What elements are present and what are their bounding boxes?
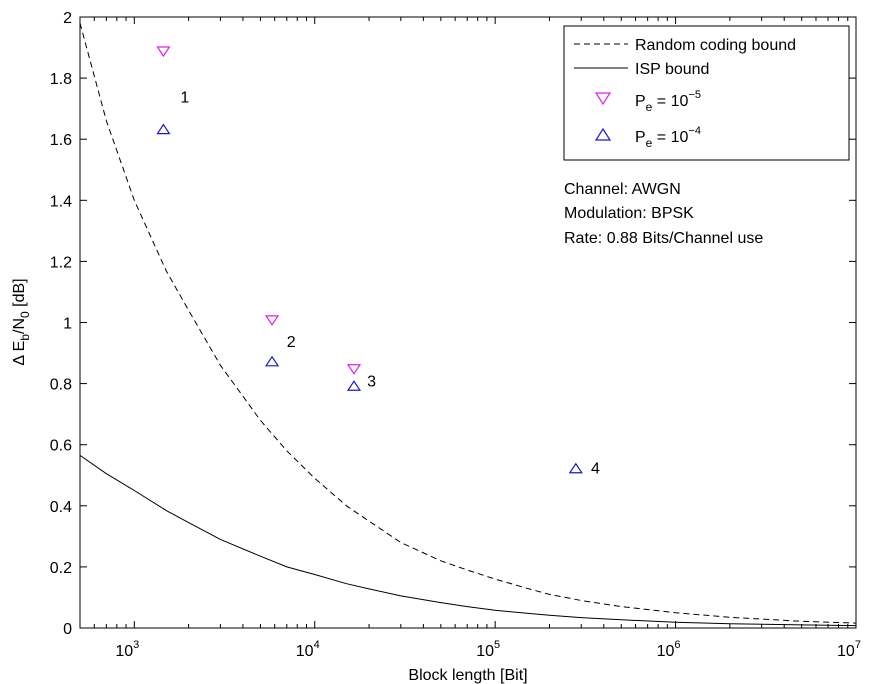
legend-label-pe5: Pe = 10−5 (635, 89, 701, 114)
x-tick-label: 103 (115, 639, 139, 660)
curve-random-coding-bound (79, 22, 857, 624)
legend-label-pe4: Pe = 10−4 (635, 125, 701, 150)
annotation-rate: Rate: 0.88 Bits/Channel use (564, 230, 763, 247)
y-tick-label: 0.4 (50, 499, 72, 516)
legend-label-random-coding: Random coding bound (635, 37, 796, 54)
axis-ticks: 103 104 105 106 107 0 0.2 0.4 0.6 0.8 1 1.2 1.4 1.6 1.… (50, 10, 861, 660)
legend-triangle-up-icon (594, 127, 612, 141)
x-tick-label: 107 (837, 639, 861, 660)
data-point-pe5-3 (346, 364, 362, 375)
legend-box (563, 25, 850, 161)
point-labels-layer: 1 2 3 4 (180, 89, 600, 477)
point-label-2: 2 (287, 334, 296, 351)
y-tick-label: 1.6 (50, 132, 72, 149)
y-tick-label: 0.6 (50, 438, 72, 455)
point-label-3: 3 (367, 374, 376, 391)
data-point-pe4-1 (156, 123, 171, 135)
x-axis-label: Block length [Bit] (408, 667, 527, 684)
y-tick-label: 1.4 (50, 193, 72, 210)
x-tick-label: 106 (657, 639, 681, 660)
legend: Random coding bound ISP bound Pe = 10−5 … (563, 25, 850, 161)
plot-frame (79, 16, 857, 629)
data-point-pe4-2 (264, 355, 280, 367)
y-tick-label: 1.2 (50, 254, 72, 271)
annotation-modulation: Modulation: BPSK (564, 205, 694, 222)
y-tick-label: 0.2 (50, 560, 72, 577)
x-tick-label: 104 (296, 639, 320, 660)
y-tick-label: 2 (63, 10, 72, 27)
curves-layer (79, 22, 857, 627)
y-tick-label: 1 (63, 316, 72, 333)
point-label-4: 4 (591, 461, 600, 478)
annotation-channel: Channel: AWGN (564, 181, 681, 198)
data-point-pe4-4 (568, 462, 583, 474)
y-tick-label: 0 (63, 621, 72, 638)
data-point-pe5-1 (156, 46, 171, 58)
curve-isp-bound (79, 454, 857, 627)
y-tick-label: 1.8 (50, 71, 72, 88)
data-point-pe5-2 (264, 315, 280, 326)
point-label-1: 1 (180, 89, 189, 106)
y-tick-label: 0.8 (50, 377, 72, 394)
y-axis-label: Δ Eb/N0 [dB] (11, 278, 32, 365)
legend-triangle-down-icon (594, 92, 612, 106)
legend-label-isp: ISP bound (635, 61, 709, 78)
x-tick-label: 105 (476, 639, 500, 660)
data-point-pe4-3 (346, 380, 362, 391)
markers-layer (156, 46, 583, 474)
annotation-block: Channel: AWGN Modulation: BPSK Rate: 0.8… (564, 181, 763, 247)
